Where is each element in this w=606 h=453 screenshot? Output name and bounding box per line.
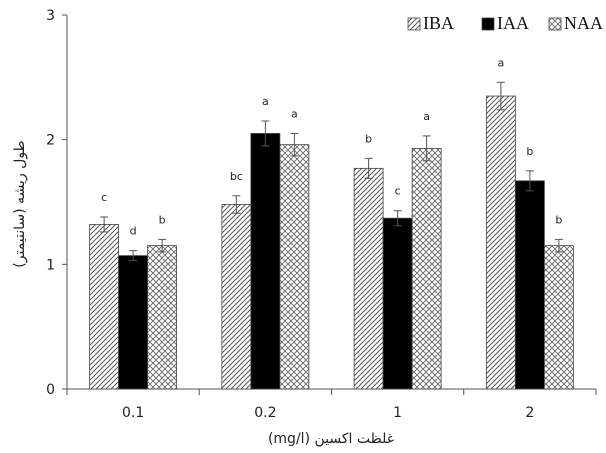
bar-iaa [514, 180, 545, 390]
x-axis-title: غلظت اکسین (mg/l) [268, 431, 394, 447]
significance-label: b [159, 213, 166, 226]
y-tick-label: 3 [46, 8, 55, 24]
significance-label: b [365, 132, 372, 145]
x-tick-label: 1 [393, 405, 402, 421]
bar-iba [221, 204, 252, 390]
significance-label: bc [230, 170, 243, 183]
y-tick-label: 1 [46, 257, 55, 273]
x-tick-label: 2 [525, 405, 534, 421]
bar-naa [147, 245, 178, 390]
significance-label: c [101, 191, 107, 204]
bar-naa [411, 147, 442, 390]
significance-label: b [526, 145, 533, 158]
significance-label: b [555, 213, 562, 226]
significance-label: c [395, 185, 401, 198]
significance-labels: c bc b a d a c b b a a b [101, 56, 562, 237]
bar-naa [279, 144, 310, 390]
y-axis-title: طول ریشه (سانتیمتر) [12, 140, 28, 267]
bar-iba [89, 224, 120, 390]
legend-swatch-iba [407, 17, 421, 31]
legend-label-naa: NAA [564, 13, 603, 33]
legend-swatch-iaa [481, 17, 495, 31]
legend-label-iba: IBA [423, 13, 454, 33]
bar-iaa [382, 217, 413, 390]
bar-iba [485, 95, 516, 390]
legend: IBA IAA NAA [407, 13, 603, 33]
significance-label: a [262, 95, 269, 108]
error-bars [100, 81, 563, 262]
legend-label-iaa: IAA [497, 13, 529, 33]
bar-naa [543, 245, 574, 390]
significance-label: d [130, 225, 137, 238]
bar-iaa [250, 133, 281, 390]
bars [89, 95, 574, 390]
significance-label: a [498, 56, 505, 69]
y-tick-label: 0 [46, 382, 55, 398]
x-tick-label: 0.2 [254, 405, 276, 421]
y-tick-label: 2 [46, 133, 55, 149]
legend-swatch-naa [548, 17, 562, 31]
significance-label: a [423, 110, 430, 123]
significance-label: a [291, 107, 298, 120]
bar-iaa [118, 255, 149, 390]
bar-iba [353, 167, 384, 390]
x-tick-label: 0.1 [122, 405, 144, 421]
